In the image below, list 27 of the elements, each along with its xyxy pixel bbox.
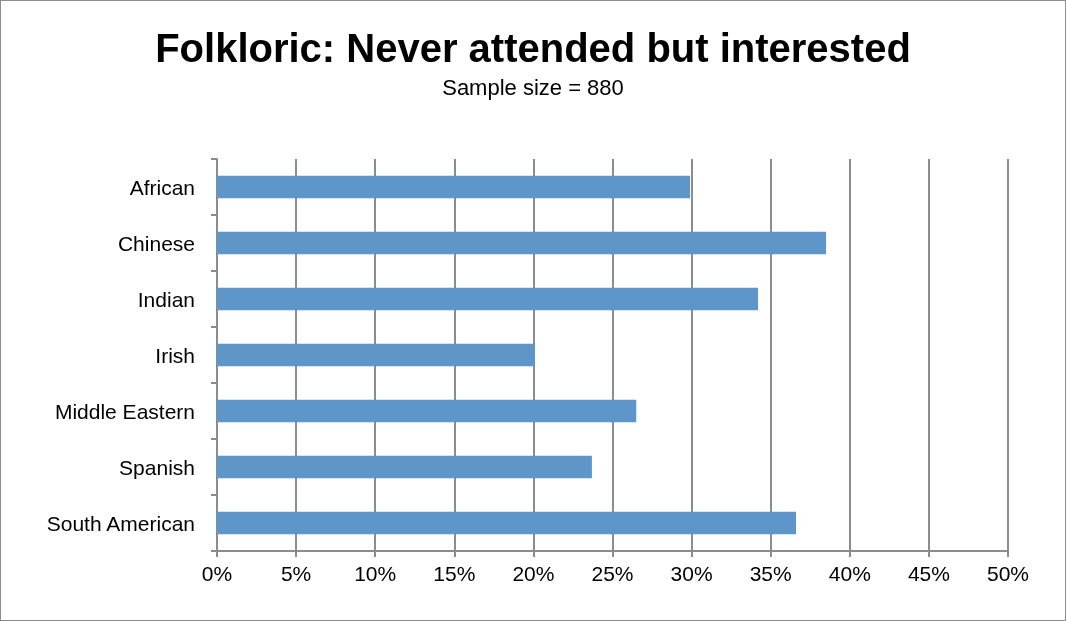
x-tick-label: 35% <box>749 562 792 585</box>
y-tick-label: African <box>129 175 195 199</box>
bar <box>217 287 759 311</box>
bar <box>217 455 592 479</box>
x-tick-label: 40% <box>828 562 871 585</box>
y-tick-label: Spanish <box>119 455 195 479</box>
y-tick-label: Indian <box>137 287 195 311</box>
y-tick-label: Irish <box>155 343 195 367</box>
x-tick-label: 5% <box>280 562 312 585</box>
x-tick-label: 45% <box>907 562 950 585</box>
bar <box>217 175 691 199</box>
y-tick-label: Middle Eastern <box>54 399 195 423</box>
bar <box>217 231 827 255</box>
chart-subtitle: Sample size = 880 <box>442 74 624 100</box>
chart-title: Folkloric: Never attended but interested <box>155 26 911 70</box>
bar <box>217 343 535 367</box>
bar <box>217 511 797 535</box>
x-tick-label: 30% <box>670 562 713 585</box>
y-tick-label: South American <box>46 511 195 535</box>
x-tick-label: 10% <box>354 562 397 585</box>
x-tick-label: 20% <box>512 562 555 585</box>
bar <box>217 399 637 423</box>
x-tick-label: 0% <box>201 562 233 585</box>
x-tick-label: 25% <box>591 562 634 585</box>
x-tick-label: 15% <box>433 562 476 585</box>
x-tick-label: 50% <box>986 562 1030 585</box>
y-tick-label: Chinese <box>117 231 195 255</box>
